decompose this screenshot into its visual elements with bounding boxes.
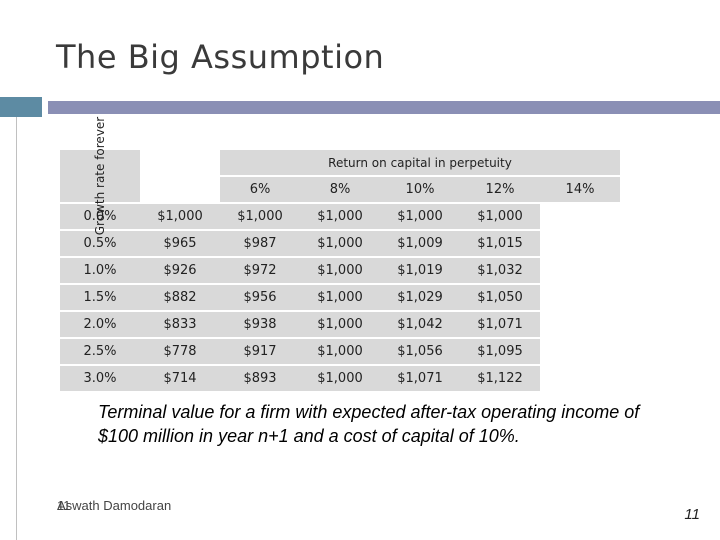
growth-rate-cell: 3.0% (60, 365, 140, 393)
table-header-row-2: 6% 8% 10% 12% 14% (60, 176, 620, 204)
value-cell: $882 (140, 284, 220, 312)
value-cell: $1,015 (460, 230, 540, 258)
table-row: 2.5% $778 $917 $1,000 $1,056 $1,095 (60, 338, 620, 366)
column-header: 8% (300, 176, 380, 204)
terminal-value-table: Growth rate forever Return on capital in… (60, 117, 620, 393)
corner-cell (140, 176, 220, 204)
value-cell: $714 (140, 365, 220, 393)
value-cell: $926 (140, 257, 220, 285)
value-cell: $778 (140, 338, 220, 366)
table-row: 1.5% $882 $956 $1,000 $1,029 $1,050 (60, 284, 620, 312)
value-cell: $1,071 (380, 365, 460, 393)
table-row: 2.0% $833 $938 $1,000 $1,042 $1,071 (60, 311, 620, 339)
value-cell: $1,000 (300, 311, 380, 339)
value-cell: $1,050 (460, 284, 540, 312)
value-cell: $987 (220, 230, 300, 258)
value-cell: $1,009 (380, 230, 460, 258)
column-group-header: Return on capital in perpetuity (220, 150, 620, 177)
growth-rate-cell: 0.0% (60, 203, 140, 231)
value-cell: $965 (140, 230, 220, 258)
value-cell: $1,029 (380, 284, 460, 312)
value-cell: $1,056 (380, 338, 460, 366)
value-cell: $1,000 (220, 203, 300, 231)
growth-rate-cell: 1.0% (60, 257, 140, 285)
value-cell: $1,042 (380, 311, 460, 339)
column-header: 10% (380, 176, 460, 204)
value-cell: $1,032 (460, 257, 540, 285)
corner-cell (140, 150, 220, 177)
column-header: 6% (220, 176, 300, 204)
growth-rate-cell: 1.5% (60, 284, 140, 312)
value-cell: $1,000 (300, 257, 380, 285)
growth-rate-cell: 2.5% (60, 338, 140, 366)
value-cell: $1,000 (460, 203, 540, 231)
value-cell: $1,000 (140, 203, 220, 231)
value-cell: $1,000 (300, 203, 380, 231)
value-cell: $1,000 (380, 203, 460, 231)
column-header: 14% (540, 176, 620, 204)
page-number: 11 (684, 506, 700, 523)
value-cell: $1,095 (460, 338, 540, 366)
footer-author: Aswath Damodaran (57, 498, 172, 513)
slide-caption: Terminal value for a firm with expected … (98, 402, 640, 446)
title-accent-left (0, 97, 42, 117)
value-cell: $1,000 (300, 284, 380, 312)
growth-rate-cell: 2.0% (60, 311, 140, 339)
slide-title: The Big Assumption (56, 38, 385, 76)
value-cell: $956 (220, 284, 300, 312)
value-cell: $917 (220, 338, 300, 366)
value-cell: $938 (220, 311, 300, 339)
column-header: 12% (460, 176, 540, 204)
value-cell: $833 (140, 311, 220, 339)
value-cell: $893 (220, 365, 300, 393)
left-margin-rule (16, 117, 17, 540)
growth-rate-cell: 0.5% (60, 230, 140, 258)
value-cell: $1,019 (380, 257, 460, 285)
row-group-header: Growth rate forever (93, 116, 107, 236)
value-cell: $1,000 (300, 365, 380, 393)
row-group-header-cell: Growth rate forever (60, 117, 140, 235)
title-accent-right (48, 101, 720, 114)
value-cell: $1,071 (460, 311, 540, 339)
value-cell: $1,000 (300, 230, 380, 258)
value-cell: $1,000 (300, 338, 380, 366)
value-cell: $972 (220, 257, 300, 285)
table-row: 1.0% $926 $972 $1,000 $1,019 $1,032 (60, 257, 620, 285)
value-cell: $1,122 (460, 365, 540, 393)
footer-number: 11 (57, 498, 71, 513)
table-row: 0.0% $1,000 $1,000 $1,000 $1,000 $1,000 (60, 203, 620, 231)
table-row: 3.0% $714 $893 $1,000 $1,071 $1,122 (60, 365, 620, 393)
table-header-row-1: Growth rate forever Return on capital in… (60, 117, 620, 235)
table-row: 0.5% $965 $987 $1,000 $1,009 $1,015 (60, 230, 620, 258)
